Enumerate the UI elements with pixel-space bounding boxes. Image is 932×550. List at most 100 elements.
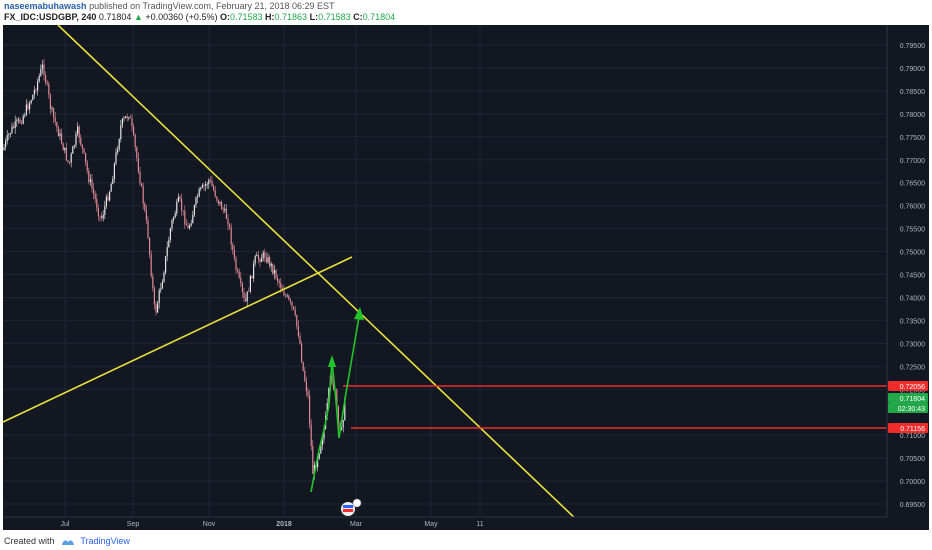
candle-body [101,215,103,219]
price-tick-label: 0.74000 [900,295,925,302]
candle-body [166,247,168,257]
candle-body [129,117,131,119]
price-tick-label: 0.77000 [900,158,925,165]
price-axis[interactable]: 0.79500 0.79000 0.78500 0.78000 0.77500 0.770… [886,25,929,517]
candle-body [222,209,224,211]
candle-body [227,218,229,225]
candle-body [75,133,77,146]
price-chart[interactable]: 0.79500 0.79000 0.78500 0.78000 0.77500 0.770… [3,25,929,530]
candle-body [8,134,10,136]
low-label: L: [309,12,319,22]
candle-body [104,206,106,215]
grid-lines [3,25,887,517]
candle-body [59,133,61,137]
earnings-flag-icon[interactable] [341,498,362,516]
price-change: +0.00360 (+0.5%) [145,12,218,22]
candle-body [278,280,280,283]
candle-body [177,196,179,202]
candle-body [201,185,203,188]
candle-body [243,292,245,299]
candle-body [9,133,11,135]
candle-body [78,126,80,138]
candle-body [333,383,335,390]
time-tick-label: Jul [61,521,70,528]
candle-body [150,254,152,277]
candle-body [94,193,96,200]
candle-body [313,465,315,474]
candle-body [174,213,176,218]
candle-body [11,126,13,134]
candle-body [184,210,186,225]
candle-body [197,196,199,198]
candle-body [5,140,7,148]
candle-body [208,179,210,185]
candle-body [173,217,175,220]
candle-body [291,301,293,307]
candle-body [240,277,242,284]
author-link[interactable]: naseemabuhawash [4,1,87,11]
candle-body [198,189,200,197]
candle-body [22,115,24,124]
candle-body [253,263,255,279]
time-tick-label: Sep [127,521,140,528]
candle-body [289,299,291,302]
candle-body [147,220,149,238]
candle-body [285,295,287,297]
candle-body [302,361,304,371]
candle-body [245,298,247,302]
candle-body [206,184,208,185]
candle-body [117,149,119,153]
candle-body [102,214,104,219]
candle-body [49,94,51,109]
candle-body [273,270,275,274]
candle-body [163,272,165,282]
candle-body [86,162,88,171]
high-label: H: [265,12,275,22]
candle-body [304,370,306,382]
candle-body [323,428,325,440]
candle-body [105,196,107,207]
candle-body [29,103,31,110]
candle-body [209,179,211,181]
close-value: 0.71804 [362,12,396,22]
chart-area[interactable]: 0.79500 0.79000 0.78500 0.78000 0.77500 0.770… [3,25,929,530]
candle-body [305,381,307,392]
tradingview-brand-link[interactable]: TradingView [80,536,130,546]
candle-body [64,147,66,151]
candle-body [216,196,218,200]
time-tick-label: Mar [350,521,363,528]
price-badge-label: 02:30:43 [898,406,925,413]
footer: Created with TradingView [0,532,932,550]
candle-body [221,201,223,210]
candle-body [337,406,339,424]
time-axis[interactable]: Jul Sep Nov 2018 Mar May 11 [3,516,929,530]
price-tick-label: 0.75500 [900,227,925,234]
price-tick-label: 0.70500 [900,456,925,463]
candle-body [229,224,231,228]
price-tick-label: 0.73500 [900,318,925,325]
candle-body [179,196,181,200]
candle-body [312,445,314,474]
price-tick-label: 0.79000 [900,66,925,73]
candle-body [256,255,258,257]
candle-body [259,258,261,262]
candle-body [32,94,34,101]
close-label: C: [353,12,363,22]
candle-body [297,325,299,336]
price-tick-label: 0.70000 [900,479,925,486]
price-tick-label: 0.78000 [900,112,925,119]
candle-body [43,64,45,76]
candle-body [326,403,328,416]
candle-body [211,180,213,187]
drawings-layer[interactable] [3,25,887,523]
candle-body [145,210,147,221]
candle-body [131,118,133,127]
candle-body [235,257,237,270]
candle-body [217,199,219,204]
ascending-trendline[interactable] [3,256,353,423]
projection-arrow-up-leg[interactable] [338,310,361,439]
open-value: 0.71583 [229,12,263,22]
candle-body [283,291,285,296]
candle-body [193,205,195,216]
projection-arrow-down-leg[interactable] [310,360,340,493]
